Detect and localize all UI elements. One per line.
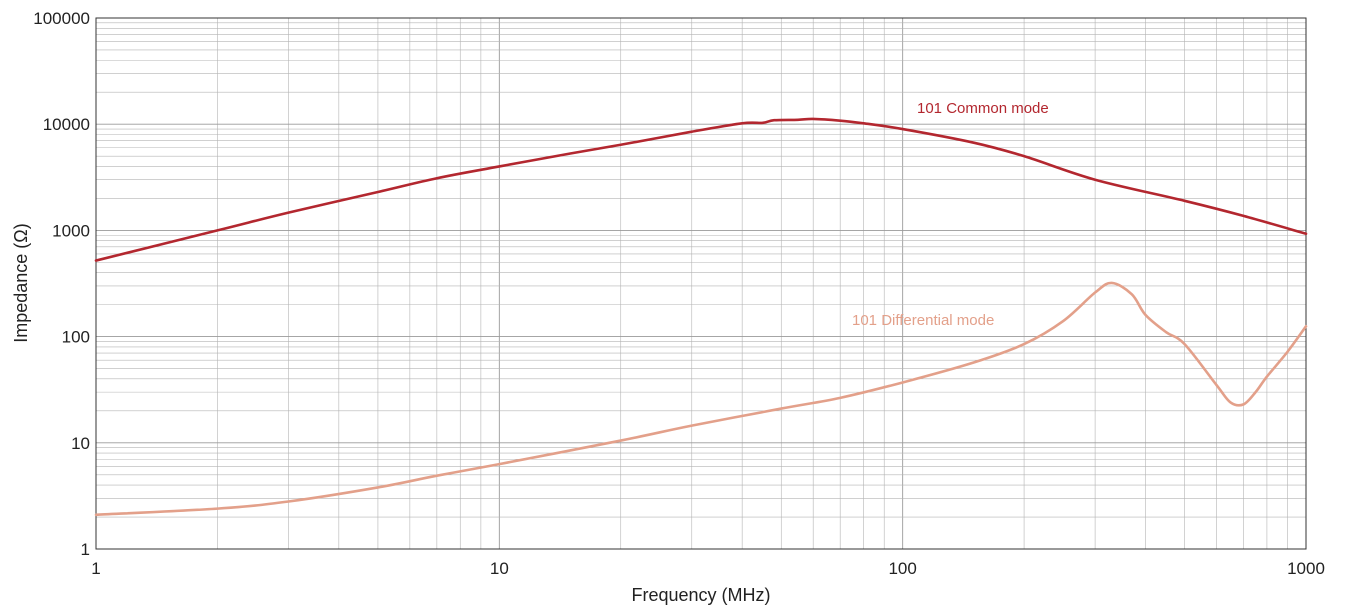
- x-tick-label: 1000: [1287, 559, 1325, 578]
- y-axis-title: Impedance (Ω): [11, 223, 31, 343]
- x-tick-label: 100: [888, 559, 916, 578]
- x-axis-title: Frequency (MHz): [631, 585, 770, 605]
- plot-frame: [95, 17, 1307, 550]
- y-tick-label: 1: [81, 540, 90, 559]
- series-line-differential-mode: [94, 281, 1308, 517]
- series-label-common-mode: 101 Common mode: [917, 100, 1049, 117]
- series-layer: [94, 117, 1308, 517]
- series-label-differential-mode: 101 Differential mode: [852, 312, 994, 329]
- y-tick-label: 100000: [33, 9, 90, 28]
- grid: [95, 18, 1306, 550]
- x-tick-label: 1: [91, 559, 100, 578]
- x-tick-label: 10: [490, 559, 509, 578]
- series-line-common-mode: [94, 117, 1308, 262]
- x-tick-labels: 1 10 100 1000: [91, 559, 1325, 578]
- y-tick-label: 1000: [52, 221, 90, 240]
- y-tick-labels: 1 10 100 1000 10000 100000: [33, 9, 90, 559]
- y-tick-label: 10: [71, 434, 90, 453]
- y-tick-label: 100: [62, 328, 90, 347]
- y-tick-label: 10000: [43, 115, 90, 134]
